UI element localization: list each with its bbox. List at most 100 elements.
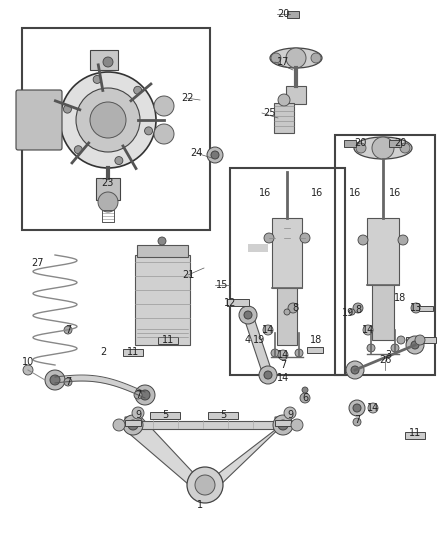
Circle shape: [158, 237, 166, 245]
Circle shape: [98, 192, 118, 212]
Circle shape: [134, 86, 142, 94]
Circle shape: [291, 419, 303, 431]
Bar: [420, 337, 436, 343]
FancyBboxPatch shape: [16, 90, 62, 150]
Circle shape: [271, 349, 279, 357]
Bar: [134, 255, 190, 345]
Text: 14: 14: [277, 350, 289, 360]
Circle shape: [123, 415, 143, 435]
Circle shape: [239, 306, 257, 324]
Text: 12: 12: [224, 298, 236, 308]
Circle shape: [74, 146, 82, 154]
Circle shape: [351, 366, 359, 374]
Bar: [344, 140, 356, 147]
Circle shape: [132, 407, 144, 419]
Text: 5: 5: [162, 410, 168, 420]
Circle shape: [372, 137, 394, 159]
Circle shape: [363, 325, 373, 335]
Circle shape: [288, 303, 298, 313]
Bar: [405, 432, 425, 439]
Circle shape: [271, 53, 281, 63]
Text: 14: 14: [367, 403, 379, 413]
Polygon shape: [243, 315, 273, 375]
Circle shape: [353, 418, 361, 426]
Text: 23: 23: [101, 178, 113, 188]
Text: 7: 7: [65, 377, 71, 387]
Bar: [275, 420, 291, 426]
Bar: [389, 140, 401, 147]
Circle shape: [411, 303, 421, 313]
Circle shape: [286, 48, 306, 68]
Text: 3: 3: [385, 350, 391, 360]
Ellipse shape: [270, 48, 322, 68]
Text: 19: 19: [342, 308, 354, 318]
Bar: [123, 349, 143, 356]
Circle shape: [244, 311, 252, 319]
Circle shape: [64, 378, 72, 386]
Circle shape: [273, 415, 293, 435]
Bar: [230, 168, 345, 375]
Circle shape: [23, 365, 33, 375]
Bar: [277, 288, 297, 345]
Circle shape: [64, 326, 72, 334]
Circle shape: [368, 403, 378, 413]
Text: 14: 14: [262, 325, 274, 335]
Circle shape: [353, 303, 363, 313]
Text: 20: 20: [394, 138, 406, 148]
Polygon shape: [125, 417, 200, 490]
Bar: [274, 103, 294, 133]
Circle shape: [353, 404, 361, 412]
Bar: [137, 245, 187, 257]
Circle shape: [300, 233, 310, 243]
Circle shape: [187, 467, 223, 503]
Bar: [125, 420, 141, 426]
Circle shape: [400, 143, 410, 153]
Text: 8: 8: [355, 305, 361, 315]
Bar: [419, 305, 433, 311]
Bar: [286, 86, 306, 104]
Circle shape: [135, 385, 155, 405]
Bar: [90, 50, 118, 70]
Text: 20: 20: [277, 9, 289, 19]
Circle shape: [211, 151, 219, 159]
Circle shape: [154, 96, 174, 116]
Bar: [272, 218, 302, 288]
Circle shape: [367, 344, 375, 352]
Circle shape: [103, 57, 113, 67]
Circle shape: [406, 336, 424, 354]
Circle shape: [278, 350, 288, 360]
Bar: [158, 336, 178, 343]
Bar: [287, 11, 299, 18]
Circle shape: [45, 370, 65, 390]
Circle shape: [415, 335, 425, 345]
Text: 14: 14: [362, 325, 374, 335]
Circle shape: [145, 127, 152, 135]
Circle shape: [264, 233, 274, 243]
Circle shape: [207, 147, 223, 163]
Bar: [307, 347, 323, 353]
Circle shape: [154, 124, 174, 144]
Circle shape: [295, 349, 303, 357]
Circle shape: [302, 387, 308, 393]
Circle shape: [398, 235, 408, 245]
Circle shape: [284, 407, 296, 419]
Circle shape: [284, 309, 290, 315]
Circle shape: [278, 94, 290, 106]
Text: 22: 22: [182, 93, 194, 103]
Circle shape: [356, 143, 366, 153]
Bar: [335, 135, 435, 375]
Text: 25: 25: [264, 108, 276, 118]
Text: 21: 21: [182, 270, 194, 280]
Circle shape: [391, 344, 399, 352]
Text: 15: 15: [216, 280, 228, 290]
Circle shape: [134, 391, 142, 399]
Circle shape: [264, 371, 272, 379]
Circle shape: [113, 419, 125, 431]
Text: 18: 18: [394, 293, 406, 303]
Circle shape: [50, 375, 60, 385]
Bar: [227, 298, 249, 305]
Circle shape: [60, 72, 156, 168]
Text: 14: 14: [277, 373, 289, 383]
Circle shape: [76, 88, 140, 152]
Text: 16: 16: [389, 188, 401, 198]
